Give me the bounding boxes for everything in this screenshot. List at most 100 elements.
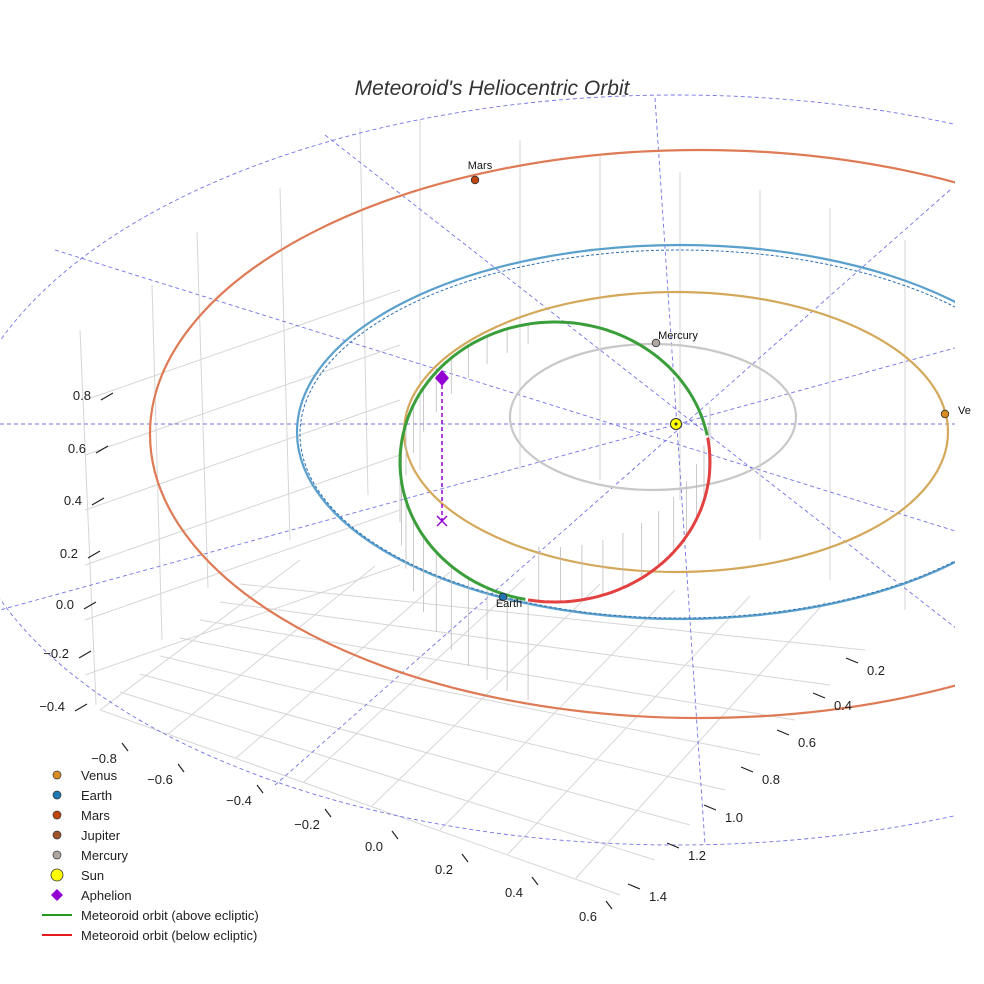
z-tick-mark-1 [78,650,92,659]
legend-label-mercury: Mercury [81,848,128,863]
grid-floor-b-1 [119,691,656,861]
meteoroid-orbit-below [527,437,712,604]
x-tick-mark-7 [605,900,613,910]
earth-marker [498,592,508,602]
legend-label-sun: Sun [81,868,104,883]
reference-ray-2 [54,249,955,532]
x-tick-label-6: 0.4 [505,885,523,900]
earth-orbit-inner [299,249,955,619]
legend-label-jupiter: Jupiter [81,828,121,843]
x-tick-mark-4 [391,830,399,840]
aphelion-foot-marker [436,515,448,527]
z-tick-mark-2 [83,601,97,610]
y-tick-mark-6 [627,883,641,890]
reference-ray-4 [0,347,955,611]
legend-swatch-mercury [52,850,62,860]
venus-marker [940,409,950,419]
legend-swatch-earth [52,790,62,800]
axis-ticks: −0.4 −0.2 0.0 0.2 0.4 0.6 0.8 −0.8 −0.6 −0.4 −0.2 0… [39,388,885,924]
grid-line-left-4 [359,127,369,496]
grid-wall-h-5 [84,564,401,676]
x-tick-label-3: −0.2 [294,817,320,832]
legend-label-earth: Earth [81,788,112,803]
y-tick-label-4: 1.0 [725,810,743,825]
legend-label-venus: Venus [81,768,118,783]
y-tick-mark-2 [776,729,790,736]
earth-orbit [296,243,955,621]
legend-label-mars: Mars [81,808,110,823]
z-tick-label-0: −0.4 [39,699,65,714]
legend: Venus Earth Mars Jupiter Mercury Sun Aphelion M… [42,768,259,943]
legend-swatch-aphelion [51,889,63,901]
grid-floor-b-2 [139,673,691,826]
grid-floor-a-7 [575,601,826,879]
z-tick-mark-3 [87,550,101,559]
reference-ray-0 [654,97,706,846]
y-tick-mark-5 [666,842,680,849]
z-tick-mark-6 [100,392,114,401]
x-tick-label-7: 0.6 [579,909,597,924]
grid-wall-h-4 [84,509,401,621]
mars-orbit [149,148,955,720]
y-tick-label-5: 1.2 [688,848,706,863]
z-tick-label-1: −0.2 [43,646,69,661]
grid-floor-a-2 [235,571,451,759]
grid-floor-a-3 [303,577,526,783]
grid-wall-h-0 [84,289,401,401]
reference-lines [0,94,955,846]
x-tick-label-5: 0.2 [435,862,453,877]
grid-floor-a-0 [99,559,301,711]
sun-center [674,422,678,426]
grid-wall-h-2 [84,399,401,511]
chart-title: Meteoroid's Heliocentric Orbit [355,77,631,100]
grid-wall-h-1 [84,344,401,456]
mercury-orbit [508,342,798,492]
y-tick-mark-0 [845,657,859,664]
x-tick-mark-5 [461,853,469,863]
z-tick-label-4: 0.4 [64,493,82,508]
reference-ray-1 [324,134,955,628]
mercury-marker [651,338,661,348]
legend-label-aphelion: Aphelion [81,888,132,903]
legend-swatch-mars [52,810,62,820]
grid-line-left-3 [279,187,291,541]
mercury-label: Mercury [658,330,698,342]
x-tick-mark-6 [531,876,539,886]
venus-label: Ve [958,405,971,417]
grid-floor-b-7 [239,583,866,651]
grid-wall-h-3 [84,454,401,566]
z-tick-label-2: 0.0 [56,597,74,612]
x-tick-label-2: −0.4 [226,793,252,808]
z-tick-mark-0 [74,703,88,712]
legend-label-meteoroid-orbit-below-ecliptic: Meteoroid orbit (below ecliptic) [81,928,257,943]
y-tick-label-2: 0.6 [798,735,816,750]
grid-floor-b-5 [199,619,796,721]
x-tick-label-4: 0.0 [365,839,383,854]
reference-circle [0,94,955,846]
grid-line-left-0 [79,329,97,706]
grid-line-left-2 [196,231,209,589]
legend-swatch-jupiter [52,830,62,840]
z-tick-mark-5 [95,445,109,454]
z-tick-mark-4 [91,497,105,506]
grid-floor-a-6 [507,595,751,855]
legend-swatch-sun [50,868,64,882]
aphelion-marker [435,370,449,386]
y-tick-label-3: 0.8 [762,772,780,787]
y-tick-mark-4 [703,804,717,811]
earth-label: Earth [496,598,522,610]
grid-floor-a-1 [167,565,376,735]
x-tick-mark-0 [121,742,129,752]
z-tick-label-5: 0.6 [68,441,86,456]
z-tick-label-6: 0.8 [73,388,91,403]
legend-label-meteoroid-orbit-above-ecliptic: Meteoroid orbit (above ecliptic) [81,908,259,923]
legend-swatch-venus [52,770,62,780]
grid-floor-b-4 [179,637,761,756]
meteoroid-orbit-above [398,320,709,601]
y-tick-label-1: 0.4 [834,698,852,713]
grid-floor-b-0 [99,709,621,896]
mars-marker [470,175,480,185]
grid-line-left-1 [151,284,163,641]
y-tick-label-6: 1.4 [649,889,667,904]
grid-floor-a-5 [439,589,676,831]
